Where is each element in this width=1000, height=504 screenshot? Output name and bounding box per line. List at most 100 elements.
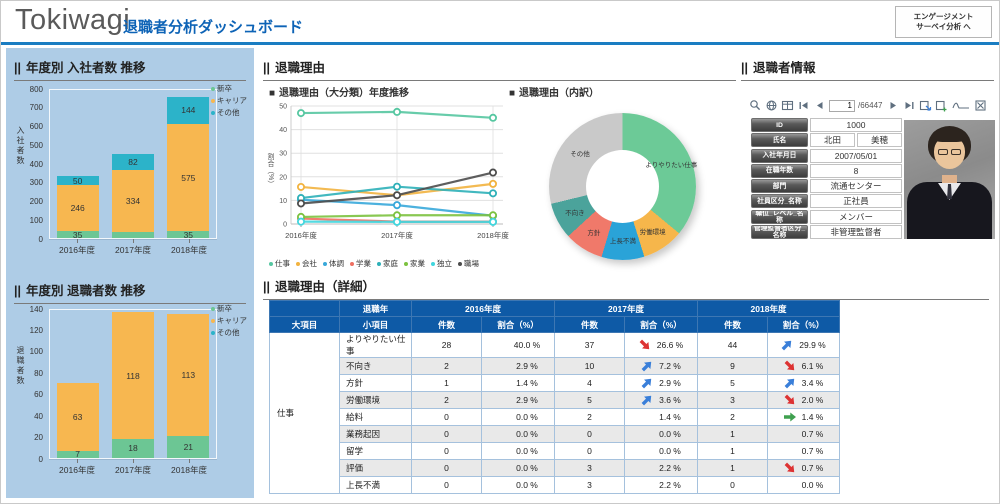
- table-row: 上長不満 0 0.0 % 3 2.2 % 0 0.0 %: [270, 476, 840, 494]
- record-field-value: メンバー: [810, 209, 902, 224]
- legend-label: キャリア: [217, 316, 247, 325]
- record-field-label: ID: [751, 118, 808, 132]
- retiree-photo: [904, 120, 995, 239]
- export-icon[interactable]: [919, 99, 932, 112]
- y-axis-tick: 400: [29, 159, 43, 169]
- ratio-value: 2.9 %: [516, 395, 538, 405]
- trend-flat-icon: [783, 411, 796, 423]
- record-field-value: 北田: [810, 133, 855, 148]
- leavers-bar-chart[interactable]: 退職者数 0 20 40 60 80 100 120 140 7 63 18 118 21 113 2016…: [11, 301, 249, 486]
- reason-trend-line-chart[interactable]: 割合（%） 0 10 20 30 40 50 2016年度 2017年度 2018年度: [265, 98, 511, 262]
- hires-bar-chart[interactable]: 入社者数 0 100 200 300 400 500 600 700 800 35 246 50 334…: [11, 81, 249, 266]
- record-field-value: 2007/05/01: [810, 148, 902, 163]
- ratio-cell: 0.7 %: [767, 425, 840, 443]
- bar-plot-area[interactable]: 7 63 18 118 21 113: [49, 309, 217, 459]
- minor-category-cell: 労働環境: [339, 391, 412, 409]
- bar-segment-キャリア[interactable]: 334: [111, 169, 154, 233]
- globe-icon[interactable]: [765, 99, 778, 112]
- bar-segment-その他[interactable]: 82: [111, 154, 154, 170]
- first-page-icon[interactable]: [797, 99, 810, 112]
- donut-slice-label: 労働環境: [639, 229, 666, 237]
- x-category-label: 2018年度: [171, 239, 207, 255]
- total-records: /66447: [858, 101, 883, 110]
- engagement-survey-button[interactable]: エンゲージメント サーベイ分析 へ: [895, 6, 992, 38]
- legend-label: その他: [217, 108, 240, 117]
- bar-segment-キャリア[interactable]: 575: [167, 123, 210, 232]
- next-page-icon[interactable]: [887, 99, 900, 112]
- bar-segment-キャリア[interactable]: 118: [111, 312, 154, 439]
- x-category-label: 2017年度: [115, 239, 151, 255]
- bar-2016年度[interactable]: 7 63: [56, 310, 99, 460]
- title-text: 退職理由（詳細）: [275, 280, 376, 294]
- bar-segment-新卒[interactable]: [111, 232, 154, 238]
- legend-marker: [350, 261, 354, 266]
- bar-segment-新卒[interactable]: 35: [56, 230, 99, 240]
- legend-marker: [404, 261, 408, 266]
- bar-segment-キャリア[interactable]: 246: [56, 185, 99, 232]
- count-cell: 2: [411, 357, 482, 375]
- ratio-value: 26.6 %: [656, 340, 684, 350]
- ratio-value: 0.0 %: [516, 463, 538, 473]
- trend-down-icon: [781, 358, 798, 375]
- svg-text:2017年度: 2017年度: [381, 230, 413, 240]
- bar-segment-新卒[interactable]: 35: [167, 230, 210, 240]
- legend-item: キャリア: [211, 315, 247, 326]
- count-cell: 0: [411, 459, 482, 477]
- bar-segment-その他[interactable]: 144: [167, 96, 210, 124]
- export-add-icon[interactable]: [935, 99, 948, 112]
- last-page-icon[interactable]: [903, 99, 916, 112]
- y-axis-tick: 100: [29, 215, 43, 225]
- legend-label: 独立: [437, 259, 452, 268]
- table-row: 労働環境 2 2.9 % 5 3.6 % 3 2.0 %: [270, 391, 840, 409]
- bar-segment-新卒[interactable]: 18: [111, 438, 154, 458]
- legend-label: 新卒: [217, 84, 232, 93]
- bar-value-label: 7: [75, 449, 81, 460]
- ratio-value: 6.1 %: [801, 361, 824, 371]
- legend-label: 学業: [356, 259, 371, 268]
- prev-page-icon[interactable]: [813, 99, 826, 112]
- section-title-hires: || 年度別 入社者数 推移: [14, 57, 246, 81]
- legend-label: 体調: [329, 259, 344, 268]
- header-ratio: 割合（%）: [767, 316, 840, 333]
- reason-breakdown-donut-chart[interactable]: よりやりたい仕事 労働環境 上長不満 方針 不向き その他: [549, 113, 697, 260]
- legend-label: その他: [217, 328, 240, 337]
- bar-2016年度[interactable]: 35 246 50: [56, 90, 99, 240]
- bar-segment-キャリア[interactable]: 113: [167, 314, 210, 436]
- line-plot-area[interactable]: 0 10 20 30 40 50 2016年度 2017年度 2018年度: [265, 98, 511, 264]
- bar-2018年度[interactable]: 21 113: [167, 310, 210, 458]
- ratio-cell: 1.4 %: [481, 374, 555, 392]
- ratio-cell: 0.0 %: [767, 476, 840, 494]
- zoom-icon[interactable]: [749, 99, 762, 112]
- bar-2018年度[interactable]: 35 575 144: [167, 90, 210, 240]
- bar-2017年度[interactable]: 334 82: [111, 90, 154, 238]
- page-number-input[interactable]: [829, 99, 855, 112]
- donut-slice-label: 不向き: [565, 209, 585, 217]
- bar-plot-area[interactable]: 35 246 50 334 82 35 575 144: [49, 89, 217, 240]
- ratio-value: 29.9 %: [799, 340, 826, 350]
- signature-icon[interactable]: [951, 99, 971, 112]
- header-divider: [1, 42, 999, 45]
- close-icon[interactable]: [974, 99, 987, 112]
- ratio-value: 1.4 %: [659, 412, 681, 422]
- ratio-cell: 2.9 %: [624, 374, 698, 392]
- count-cell: 44: [697, 332, 768, 358]
- y-axis-label: 割合（%）: [267, 153, 274, 188]
- title-text: 退職理由（大分類）年度推移: [279, 88, 410, 99]
- count-cell: 0: [411, 442, 482, 460]
- minor-category-cell: 不向き: [339, 357, 412, 375]
- y-axis-label: 退職者数: [16, 346, 25, 386]
- bar-segment-その他[interactable]: 50: [56, 176, 99, 186]
- count-cell: 5: [554, 391, 625, 409]
- header-count: 件数: [411, 316, 482, 333]
- grid-icon[interactable]: [781, 99, 794, 112]
- title-prefix: ■: [269, 88, 276, 99]
- ratio-value: 0.0 %: [659, 429, 681, 439]
- header-year-2018: 2018年度: [697, 300, 840, 317]
- bar-segment-新卒[interactable]: 21: [167, 435, 210, 458]
- bar-2017年度[interactable]: 18 118: [111, 310, 154, 458]
- header-ratio: 割合（%）: [481, 316, 555, 333]
- bar-segment-新卒[interactable]: 7: [56, 449, 99, 460]
- subsection-title-trend: ■ 退職理由（大分類）年度推移: [269, 84, 409, 99]
- record-field-value: 流通センター: [810, 179, 902, 194]
- bar-segment-キャリア[interactable]: 63: [56, 383, 99, 451]
